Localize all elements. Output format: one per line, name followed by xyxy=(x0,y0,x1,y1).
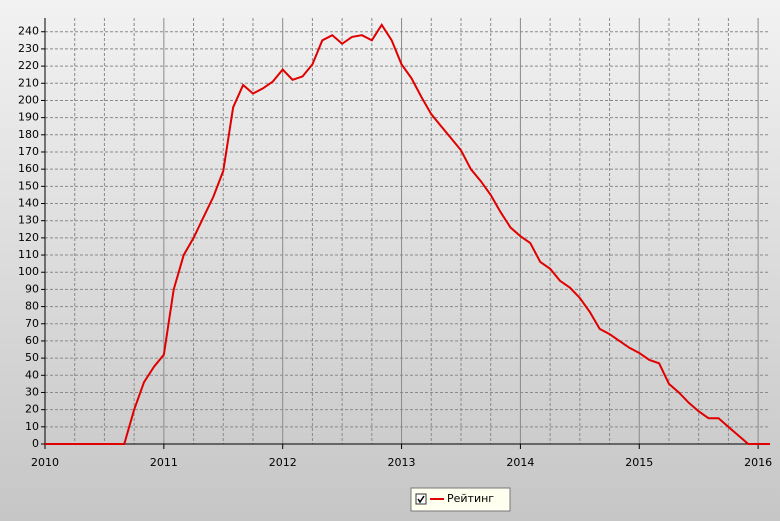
y-tick-label: 70 xyxy=(25,317,39,330)
y-tick-label: 10 xyxy=(25,420,39,433)
y-tick-label: 0 xyxy=(32,437,39,450)
y-tick-label: 100 xyxy=(18,265,39,278)
y-tick-label: 80 xyxy=(25,300,39,313)
x-tick-label: 2012 xyxy=(269,456,297,469)
y-tick-label: 50 xyxy=(25,351,39,364)
y-tick-label: 90 xyxy=(25,282,39,295)
y-tick-label: 180 xyxy=(18,128,39,141)
y-tick-label: 210 xyxy=(18,76,39,89)
checkmark xyxy=(417,495,425,504)
legend-box xyxy=(410,487,511,512)
x-tick-label: 2016 xyxy=(744,456,772,469)
y-tick-label: 60 xyxy=(25,334,39,347)
data-line xyxy=(45,23,770,445)
y-tick-label: 20 xyxy=(25,403,39,416)
y-tick-label: 40 xyxy=(25,368,39,381)
y-tick-label: 120 xyxy=(18,231,39,244)
x-tick-label: 2011 xyxy=(150,456,178,469)
legend-label: Рейтинг xyxy=(447,492,494,505)
y-tick-label: 240 xyxy=(18,25,39,38)
y-tick-label: 160 xyxy=(18,162,39,175)
y-tick-label: 150 xyxy=(18,179,39,192)
y-tick-label: 110 xyxy=(18,248,39,261)
y-tick-label: 130 xyxy=(18,214,39,227)
x-tick-label: 2013 xyxy=(388,456,416,469)
legend-checkbox[interactable] xyxy=(415,493,427,505)
x-tick-label: 2014 xyxy=(506,456,534,469)
legend: Рейтинг xyxy=(410,487,511,512)
y-tick-label: 140 xyxy=(18,197,39,210)
y-tick-label: 220 xyxy=(18,59,39,72)
y-tick-label: 200 xyxy=(18,93,39,106)
y-tick-label: 190 xyxy=(18,111,39,124)
y-tick-label: 170 xyxy=(18,145,39,158)
x-tick-label: 2010 xyxy=(31,456,59,469)
x-tick-label: 2015 xyxy=(625,456,653,469)
y-tick-label: 230 xyxy=(18,42,39,55)
y-tick-label: 30 xyxy=(25,385,39,398)
